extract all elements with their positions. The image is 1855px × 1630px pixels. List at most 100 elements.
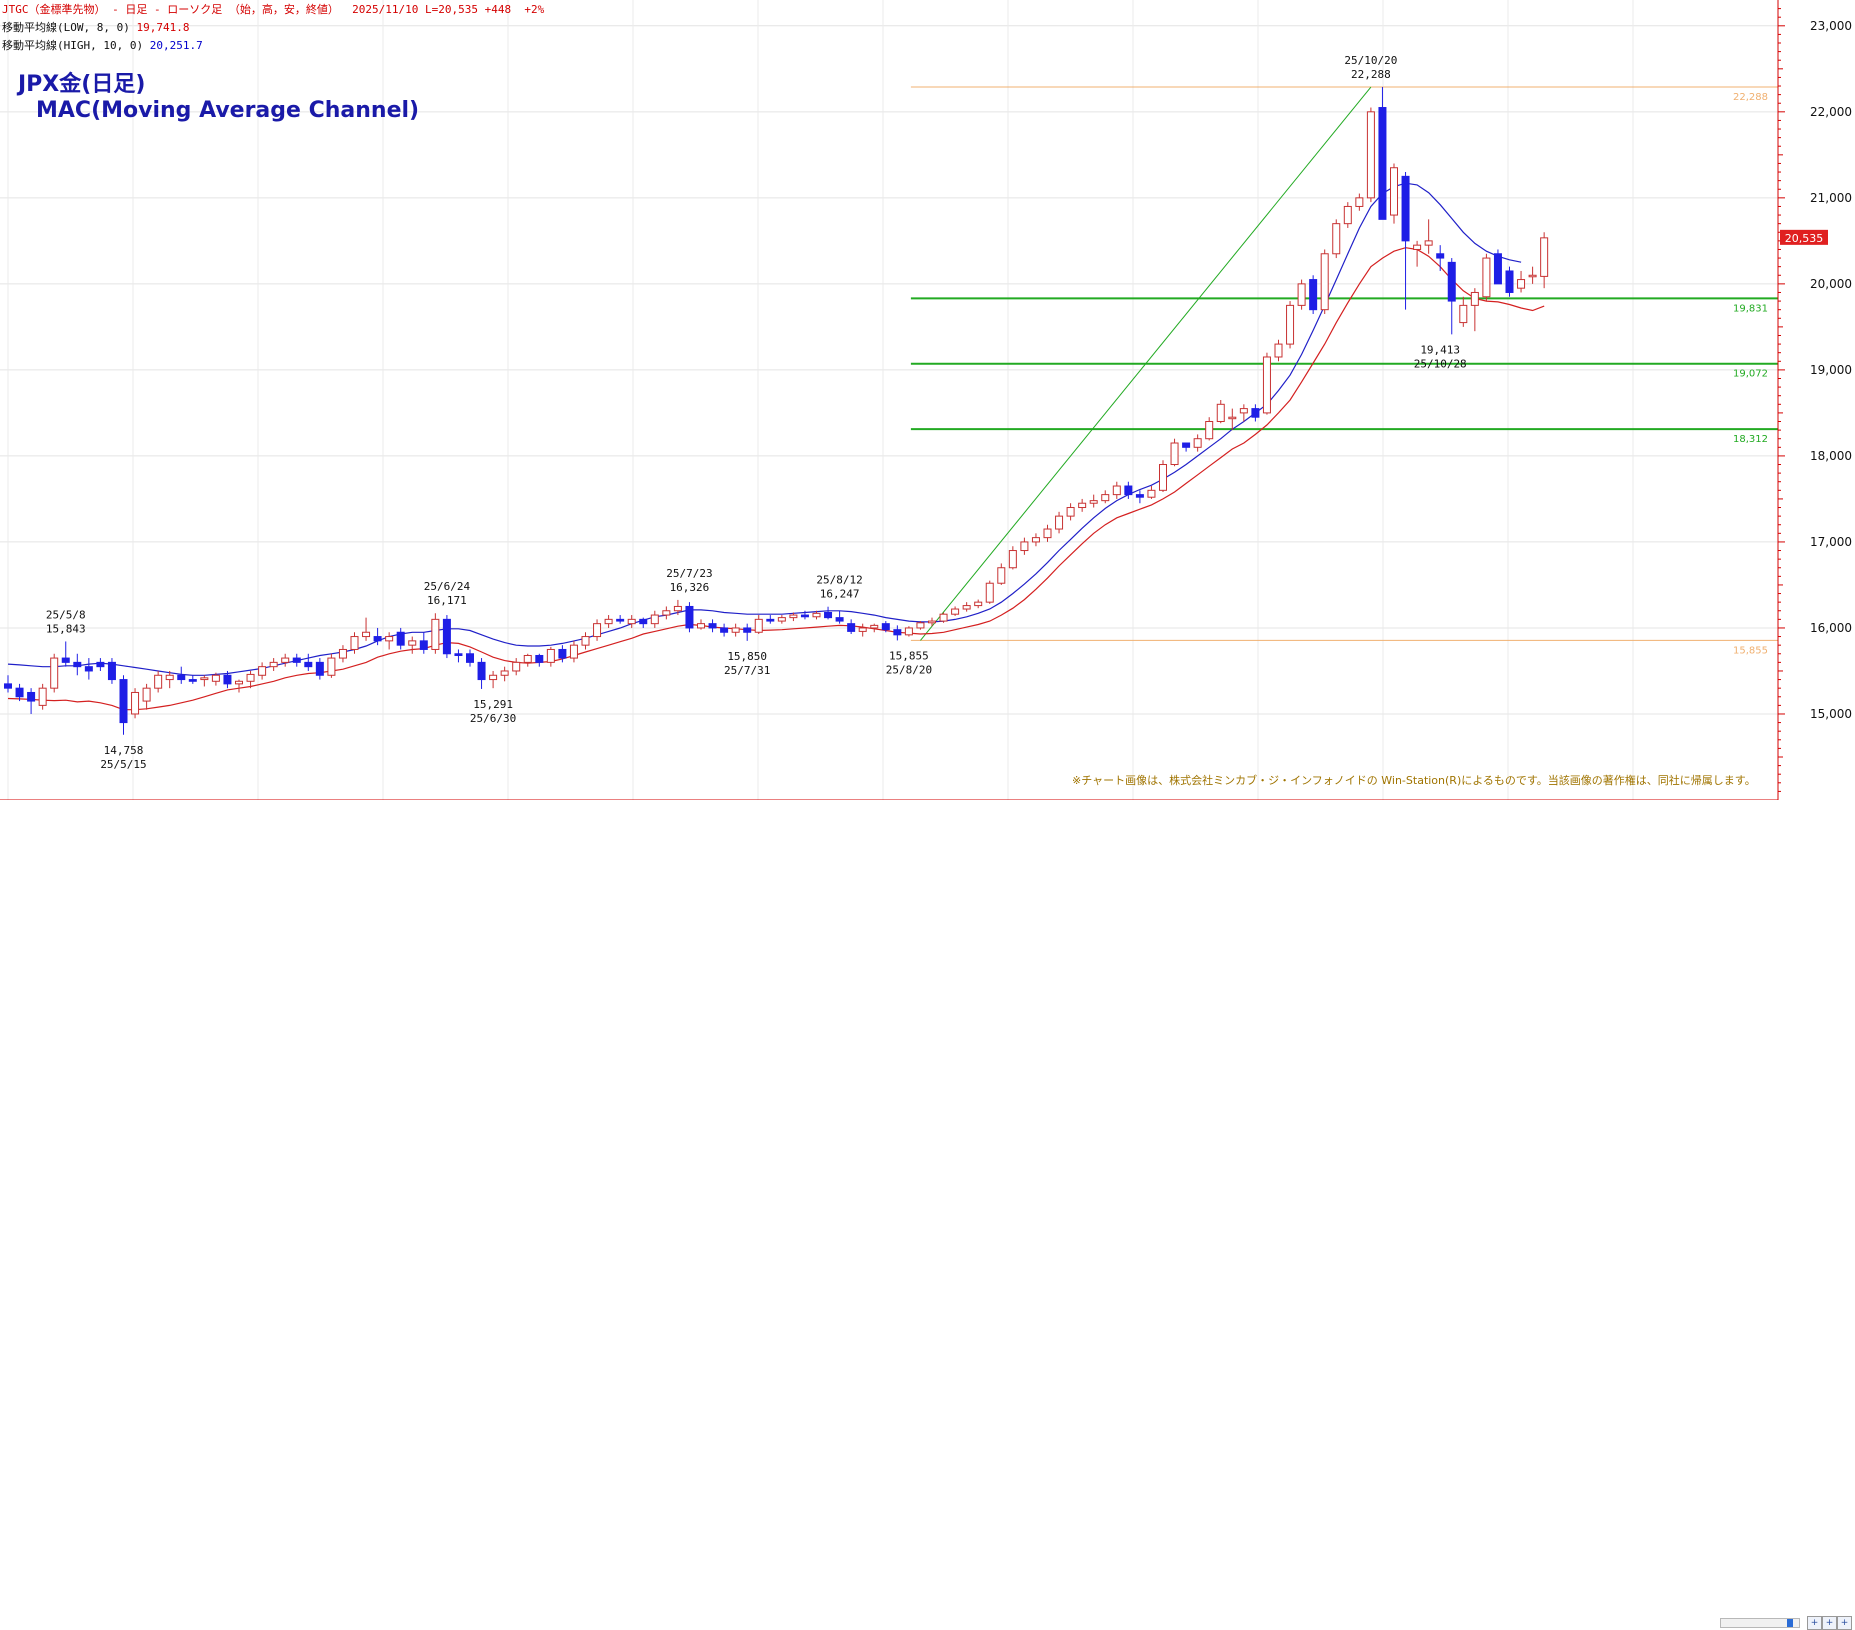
candle-body — [789, 614, 798, 619]
candle-body — [1182, 442, 1191, 448]
candle-body — [362, 631, 371, 638]
candle — [1332, 219, 1341, 259]
current-price-label: 20,535 — [1785, 232, 1824, 245]
candle — [84, 658, 93, 680]
candle — [223, 670, 232, 689]
scrollbar-thumb[interactable] — [1787, 1619, 1793, 1627]
price-tick-label: 18,000 — [1810, 449, 1852, 463]
candle-body — [235, 680, 243, 685]
candle-body — [662, 610, 671, 616]
candle-body — [200, 677, 209, 681]
candle-body — [327, 657, 336, 676]
annotation-date: 25/5/15 — [100, 758, 146, 771]
level-label: 18,312 — [1733, 434, 1768, 445]
candle-body — [1251, 408, 1260, 418]
candle-body — [466, 653, 474, 663]
candle-body — [1008, 550, 1017, 569]
candle — [1228, 408, 1237, 431]
candle-body — [1540, 237, 1549, 277]
candle-body — [569, 644, 578, 659]
candle-body — [1309, 279, 1318, 311]
price-tick-label: 15,000 — [1810, 707, 1852, 721]
zoom-in-button[interactable]: + — [1807, 1616, 1822, 1630]
annotation-price: 14,758 — [104, 744, 144, 757]
zoom-button[interactable]: + — [1822, 1616, 1837, 1630]
candle — [1193, 434, 1202, 452]
candle — [1540, 232, 1549, 289]
candle-body — [1078, 502, 1087, 509]
candle-body — [1124, 485, 1133, 496]
candle — [15, 683, 24, 702]
candle-body — [1066, 507, 1075, 517]
candle-body — [142, 687, 151, 702]
candle-body — [1274, 343, 1283, 358]
candle-body — [73, 661, 82, 668]
candle-body — [939, 613, 948, 622]
header-line-3: 移動平均線(HIGH, 10, 0) 20,251.7 — [2, 37, 203, 53]
candle — [1459, 296, 1468, 327]
candle — [1413, 240, 1422, 267]
candle-body — [1413, 244, 1422, 250]
candle-body — [154, 674, 163, 689]
candle — [847, 619, 856, 634]
candle-body — [997, 567, 1006, 584]
candle-body — [269, 661, 278, 668]
candle — [1043, 524, 1052, 542]
candle-body — [558, 648, 567, 659]
annotation-date: 25/7/31 — [724, 664, 770, 677]
candle-body — [177, 674, 186, 681]
candle-body — [627, 618, 636, 625]
candle-body — [188, 679, 197, 682]
candle-body — [893, 629, 902, 636]
candle — [154, 670, 163, 693]
candle-body — [1159, 464, 1167, 491]
candle-body — [1355, 197, 1364, 207]
candle-body — [431, 618, 440, 650]
candle — [177, 666, 186, 684]
candle — [258, 662, 267, 680]
candle — [893, 625, 902, 641]
candle — [1378, 87, 1387, 220]
candle — [1436, 245, 1445, 271]
candle-body — [1239, 408, 1248, 414]
candle-body — [454, 653, 463, 656]
candle — [315, 658, 324, 680]
candle-body — [373, 636, 382, 642]
candle-body — [1320, 253, 1329, 311]
trend-line-segment — [920, 86, 1372, 641]
header-date: 2025/11/10 — [352, 3, 419, 16]
annotation-date: 25/10/28 — [1414, 357, 1467, 370]
candle — [1101, 490, 1110, 504]
candle-body — [1297, 283, 1306, 306]
candle — [1297, 279, 1306, 310]
horizontal-scrollbar[interactable] — [1720, 1618, 1800, 1628]
candle-body — [985, 582, 994, 603]
candle-body — [165, 674, 174, 681]
candle-body — [604, 618, 613, 625]
candle-body — [1493, 253, 1502, 285]
candle — [373, 627, 382, 646]
fit-button[interactable]: + — [1837, 1616, 1852, 1630]
candle-body — [281, 657, 290, 663]
candle — [731, 623, 740, 637]
candle-body — [523, 654, 532, 663]
candle-body — [1135, 494, 1144, 498]
candle — [235, 679, 243, 693]
candle — [246, 670, 255, 689]
candle-body — [1043, 528, 1052, 539]
candle-body — [1228, 416, 1237, 420]
moving-average-lines — [7, 182, 1545, 711]
candle — [581, 632, 590, 650]
annotation-date: 25/8/20 — [886, 663, 932, 676]
candle-body — [1378, 107, 1387, 220]
candle — [858, 623, 867, 637]
candle-body — [616, 618, 625, 622]
candle-body — [1216, 403, 1225, 423]
header-pct: +2% — [524, 3, 545, 16]
candles — [4, 87, 1549, 735]
candle — [1112, 481, 1121, 499]
candle — [119, 675, 128, 735]
candle — [292, 653, 301, 667]
candle-body — [1470, 291, 1479, 306]
candle — [500, 666, 509, 682]
